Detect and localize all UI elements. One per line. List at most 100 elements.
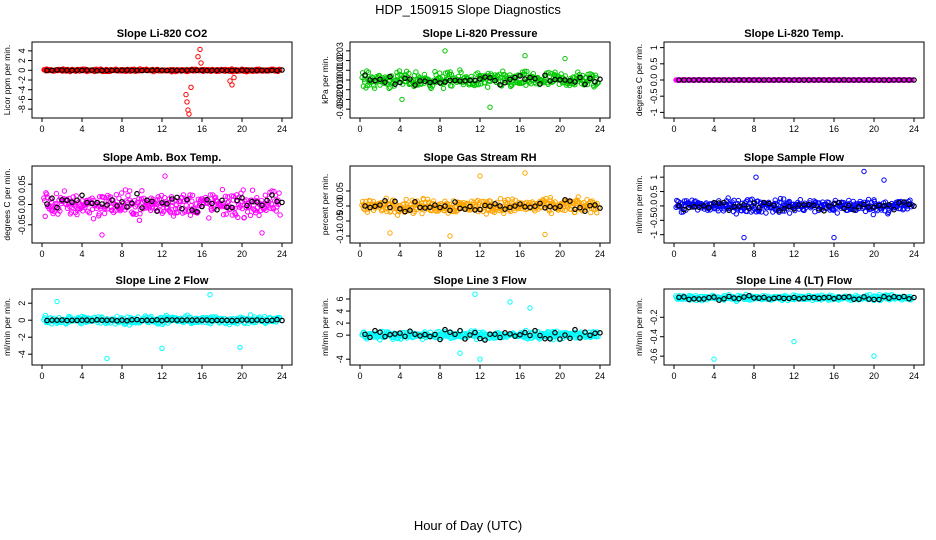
mean-point	[422, 205, 428, 211]
raw-point-outlier	[54, 298, 60, 305]
mean-point	[821, 294, 827, 301]
raw-point	[187, 192, 193, 198]
mean-series	[362, 326, 603, 343]
mean-point	[791, 206, 797, 212]
x-tick-label: 12	[475, 249, 485, 259]
mean-point	[731, 203, 737, 210]
x-tick-label: 8	[437, 371, 442, 381]
raw-point	[41, 195, 47, 201]
mean-point	[911, 294, 917, 301]
x-tick-label: 8	[751, 249, 756, 259]
mean-point	[179, 317, 185, 324]
mean-point	[84, 317, 90, 323]
mean-series	[676, 199, 917, 214]
raw-point	[831, 207, 837, 213]
mean-point	[786, 295, 792, 302]
y-tick-label: 1	[649, 45, 659, 50]
mean-point	[417, 78, 423, 84]
mean-point	[696, 204, 702, 211]
x-tick-label: 24	[909, 124, 919, 134]
mean-point	[507, 76, 513, 83]
y-tick-label: -1	[649, 108, 659, 116]
raw-point-outlier	[231, 74, 237, 81]
mean-point	[54, 204, 60, 211]
mean-point	[841, 294, 847, 301]
x-tick-label: 20	[869, 249, 879, 259]
mean-point	[204, 67, 210, 74]
raw-point	[559, 207, 566, 213]
mean-point	[756, 295, 762, 301]
mean-point	[592, 202, 598, 208]
raw-point	[44, 191, 50, 197]
raw-point	[256, 212, 262, 219]
raw-point	[223, 211, 229, 217]
mean-point	[382, 333, 388, 340]
mean-point	[362, 331, 368, 338]
panel-3: Slope Li-820 Temp. 0 4 8 12 16 20 24 -1 -0.50.0 0.…	[634, 28, 925, 134]
mean-point	[896, 200, 902, 206]
raw-point-outlier	[881, 177, 887, 183]
mean-series	[44, 67, 285, 74]
mean-point	[239, 67, 245, 74]
y-tick-label: 0.00	[335, 197, 345, 215]
y-tick-label: -0.4	[649, 329, 659, 345]
mean-point	[681, 294, 687, 300]
mean-point	[547, 203, 553, 210]
x-tick-label: 8	[437, 249, 442, 259]
raw-series	[41, 173, 283, 238]
raw-point	[497, 196, 504, 202]
mean-point	[174, 67, 180, 74]
mean-point	[79, 192, 85, 199]
raw-point	[523, 82, 529, 88]
mean-point	[866, 296, 872, 302]
raw-point-outlier	[159, 345, 165, 351]
mean-point	[542, 335, 548, 342]
mean-point	[721, 199, 727, 206]
mean-point	[761, 294, 767, 301]
raw-point	[136, 196, 142, 202]
raw-point	[160, 208, 167, 215]
x-tick-label: 0	[671, 249, 676, 259]
raw-point-outlier	[198, 60, 204, 66]
mean-point	[402, 75, 408, 82]
mean-point	[422, 331, 428, 338]
mean-point	[482, 74, 488, 81]
raw-point	[572, 209, 578, 216]
raw-point	[415, 73, 421, 79]
mean-point	[119, 317, 125, 323]
mean-point	[209, 67, 215, 74]
raw-point-outlier	[522, 53, 528, 59]
x-tick-label: 0	[39, 371, 44, 381]
raw-point	[403, 196, 409, 203]
raw-point-outlier	[188, 84, 194, 91]
raw-point	[61, 188, 68, 194]
mean-point	[512, 74, 518, 81]
mean-point	[836, 77, 842, 83]
x-tick-label: 0	[357, 124, 362, 134]
mean-point	[706, 204, 712, 211]
mean-point	[741, 202, 747, 208]
x-tick-label: 16	[515, 371, 525, 381]
y-tick-label: 0	[17, 318, 27, 323]
mean-point	[64, 197, 70, 204]
mean-point	[467, 332, 473, 338]
y-axis-label: Licor ppm per min.	[2, 45, 12, 115]
mean-point	[264, 317, 270, 324]
raw-point-outlier	[104, 355, 110, 362]
y-axis-label: ml/min per min.	[634, 175, 644, 233]
mean-point	[149, 317, 155, 324]
raw-point-outlier	[387, 230, 393, 236]
raw-point	[220, 212, 227, 218]
mean-point	[372, 203, 378, 210]
y-tick-label: -0.01	[335, 79, 345, 100]
mean-point	[512, 333, 518, 339]
mean-point	[229, 67, 235, 74]
raw-point	[247, 212, 254, 219]
panel-title: Slope Gas Stream RH	[423, 152, 536, 164]
mean-point	[154, 208, 160, 215]
y-axis: -1 -0.50.0 0.5 1	[649, 45, 664, 116]
mean-point	[691, 295, 697, 302]
raw-point	[118, 190, 125, 196]
mean-series	[362, 197, 603, 215]
